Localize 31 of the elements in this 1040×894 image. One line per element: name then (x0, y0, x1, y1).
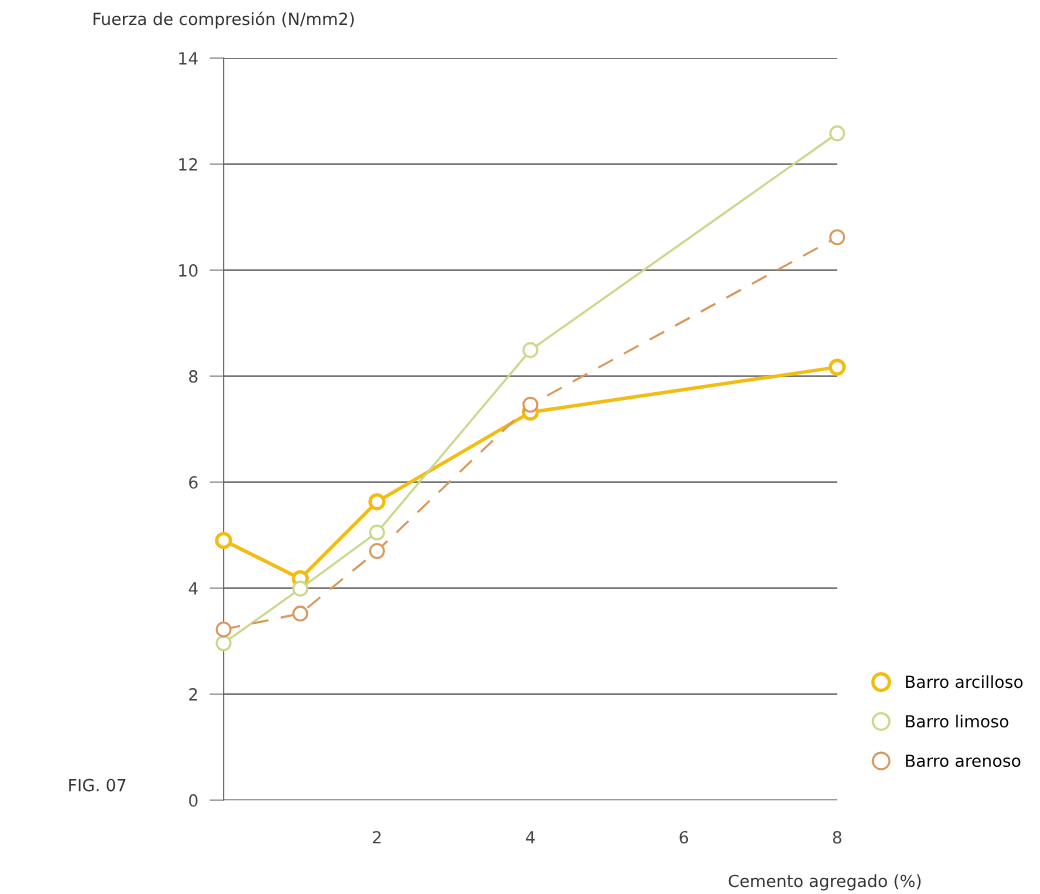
y-tick-label: 8 (189, 370, 198, 383)
point (522, 396, 539, 413)
legend-label: Barro arcilloso (906, 675, 1023, 689)
x-axis-title: Cemento agregado (%) (728, 874, 921, 891)
y-tick-label: 2 (189, 688, 197, 701)
x-tick-label: 2 (372, 830, 381, 844)
point (829, 125, 846, 142)
x-tick-label: 6 (679, 830, 689, 844)
point (368, 524, 386, 541)
point (292, 580, 309, 597)
x-tick-label: 8 (833, 830, 842, 844)
x-tick-label: 4 (525, 831, 535, 844)
point (215, 635, 232, 652)
y-tick-label: 14 (179, 52, 198, 65)
legend-label: Barro limoso (906, 714, 1009, 728)
point (369, 543, 385, 560)
y-tick-label: 12 (179, 158, 197, 171)
legend-label: Barro arenoso (906, 754, 1021, 768)
y-tick-label: 6 (189, 476, 198, 489)
y-tick-label: 0 (189, 794, 198, 807)
point (829, 229, 846, 246)
caption: FIG. 07 (69, 778, 126, 792)
point (215, 621, 232, 638)
point (214, 531, 233, 550)
y-tick-label: 10 (179, 264, 198, 277)
point (292, 605, 309, 622)
point (828, 358, 846, 376)
y-tick-label: 4 (188, 582, 198, 595)
point (368, 493, 386, 511)
y-axis-title: Fuerza de compresión (N/mm2) (93, 11, 354, 29)
point (522, 342, 539, 359)
